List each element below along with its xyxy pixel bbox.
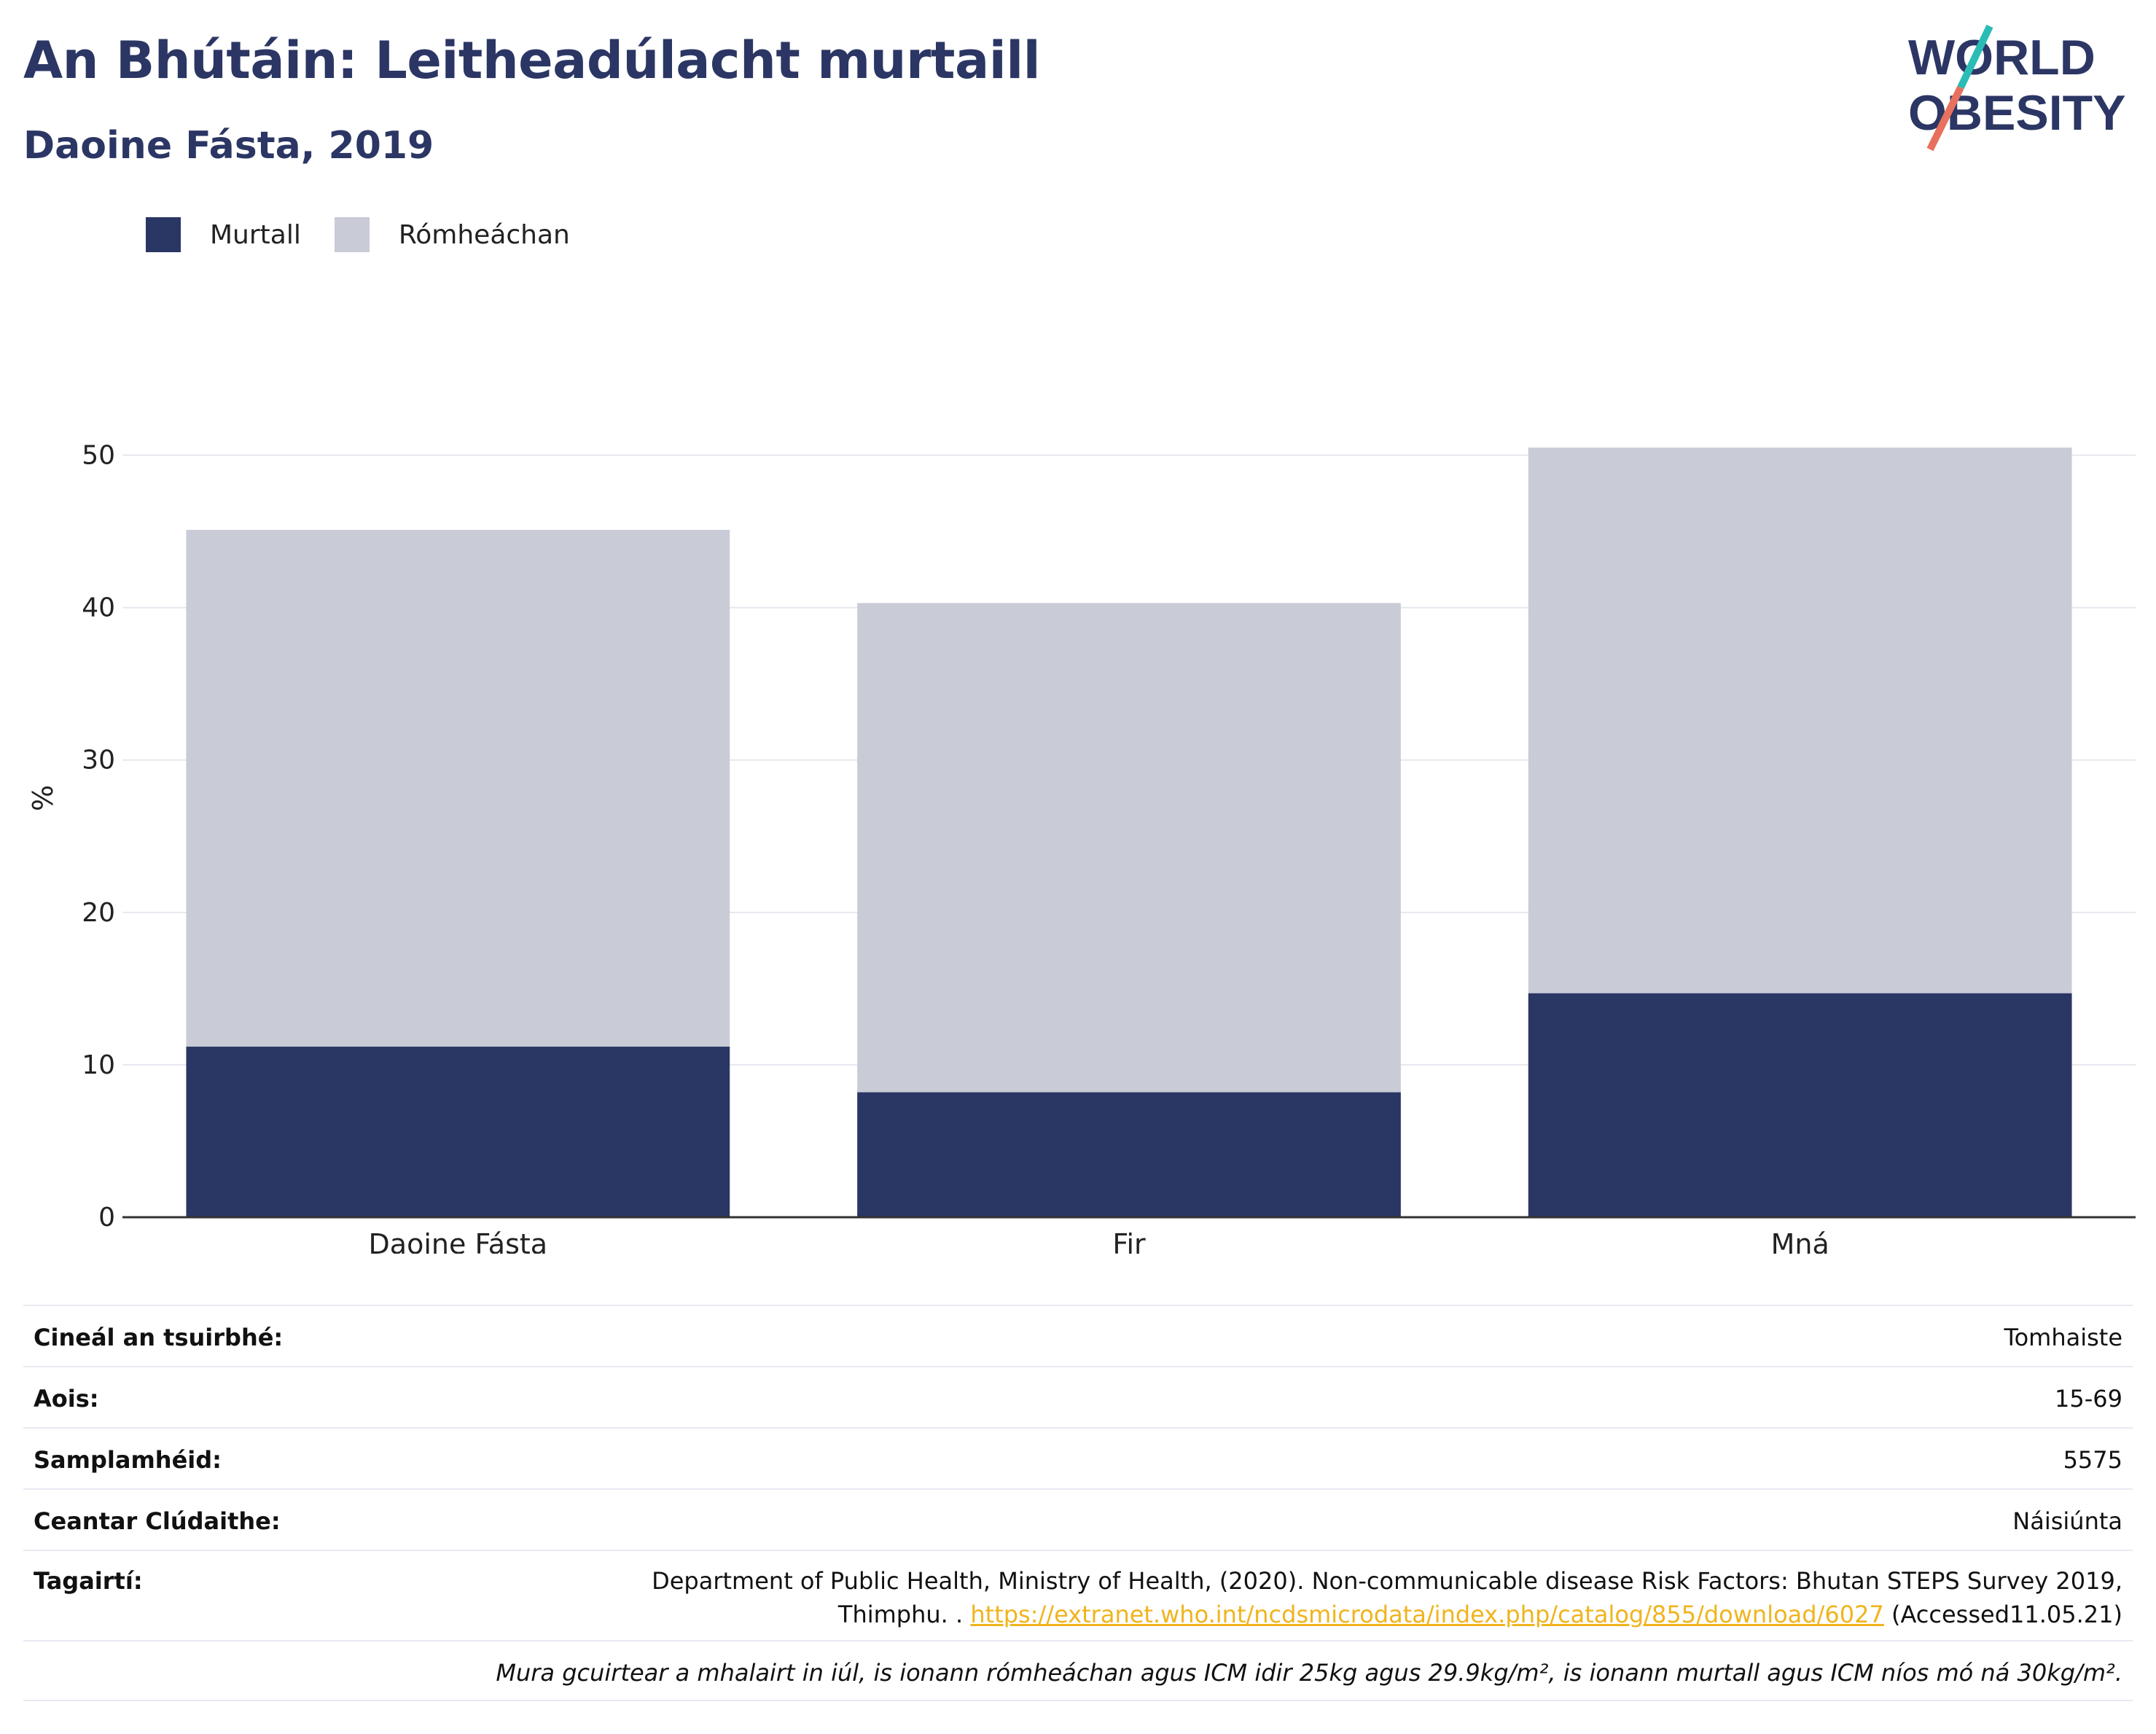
legend-label-murtall: Murtall bbox=[210, 219, 301, 250]
survey-type-value: Tomhaiste bbox=[2004, 1324, 2122, 1351]
legend-item-romheachan: Rómheáchan bbox=[334, 217, 604, 252]
logo-slash-coral bbox=[1926, 85, 1964, 152]
sample-size-value: 5575 bbox=[2063, 1446, 2122, 1474]
y-axis-label: % bbox=[27, 785, 59, 811]
footnote-text: Mura gcuirtear a mhalairt in iúl, is ion… bbox=[496, 1659, 2122, 1687]
bar-romheachan bbox=[186, 530, 730, 1047]
bar-romheachan bbox=[857, 603, 1401, 1093]
bar-chart: 0 10 20 30 40 50% Daoine Fásta Fir Mná bbox=[27, 441, 2136, 1254]
bar-murtall bbox=[186, 1046, 730, 1217]
age-label: Aois: bbox=[34, 1385, 99, 1413]
age-row: Aois: 15-69 bbox=[23, 1366, 2133, 1427]
y-tick-label: 30 bbox=[82, 746, 115, 776]
age-value: 15-69 bbox=[2055, 1385, 2122, 1413]
legend-label-romheachan: Rómheáchan bbox=[398, 219, 570, 250]
y-tick-label: 40 bbox=[82, 593, 115, 623]
coverage-area-value: Náisiúnta bbox=[2012, 1507, 2122, 1535]
chart-legend: Murtall Rómheáchan bbox=[146, 217, 604, 252]
references-row: Tagairtí: Department of Public Health, M… bbox=[23, 1550, 2133, 1640]
sample-size-label: Samplamhéid: bbox=[34, 1446, 222, 1474]
legend-swatch-murtall bbox=[146, 217, 181, 252]
y-tick-label: 0 bbox=[98, 1203, 115, 1233]
footnote-row: Mura gcuirtear a mhalairt in iúl, is ion… bbox=[23, 1640, 2133, 1701]
bar-romheachan bbox=[1528, 448, 2072, 993]
x-tick-label: Daoine Fásta bbox=[369, 1228, 548, 1254]
survey-type-row: Cineál an tsuirbhé: Tomhaiste bbox=[23, 1305, 2133, 1366]
y-tick-label: 20 bbox=[82, 898, 115, 928]
chart-subtitle: Daoine Fásta, 2019 bbox=[23, 124, 434, 168]
bar-murtall bbox=[1528, 993, 2072, 1217]
legend-item-murtall: Murtall bbox=[146, 217, 335, 252]
logo-text-world: WORLD bbox=[1908, 30, 2096, 85]
reference-text-prefix: Thimphu. . bbox=[837, 1601, 971, 1628]
reference-text-line1: Department of Public Health, Ministry of… bbox=[652, 1567, 2122, 1595]
world-obesity-logo: WORLD OBESITY bbox=[1908, 24, 2126, 152]
coverage-area-label: Ceantar Clúdaithe: bbox=[34, 1507, 281, 1535]
references-label: Tagairtí: bbox=[34, 1567, 143, 1595]
logo-slash-teal bbox=[1957, 24, 1993, 90]
x-tick-label: Mná bbox=[1771, 1228, 1829, 1254]
legend-swatch-romheachan bbox=[334, 217, 370, 252]
survey-details-table: Cineál an tsuirbhé: Tomhaiste Aois: 15-6… bbox=[23, 1305, 2133, 1701]
y-tick-label: 10 bbox=[82, 1050, 115, 1080]
y-tick-label: 50 bbox=[82, 441, 115, 471]
sample-size-row: Samplamhéid: 5575 bbox=[23, 1427, 2133, 1488]
survey-type-label: Cineál an tsuirbhé: bbox=[34, 1324, 284, 1351]
x-tick-label: Fir bbox=[1112, 1228, 1146, 1254]
chart-title: An Bhútáin: Leitheadúlacht murtaill bbox=[23, 31, 1041, 90]
coverage-area-row: Ceantar Clúdaithe: Náisiúnta bbox=[23, 1488, 2133, 1550]
reference-accessed: (Accessed11.05.21) bbox=[1883, 1601, 2122, 1628]
references-value: Department of Public Health, Ministry of… bbox=[652, 1564, 2122, 1631]
bar-murtall bbox=[857, 1092, 1401, 1217]
reference-link[interactable]: https://extranet.who.int/ncdsmicrodata/i… bbox=[970, 1601, 1884, 1628]
